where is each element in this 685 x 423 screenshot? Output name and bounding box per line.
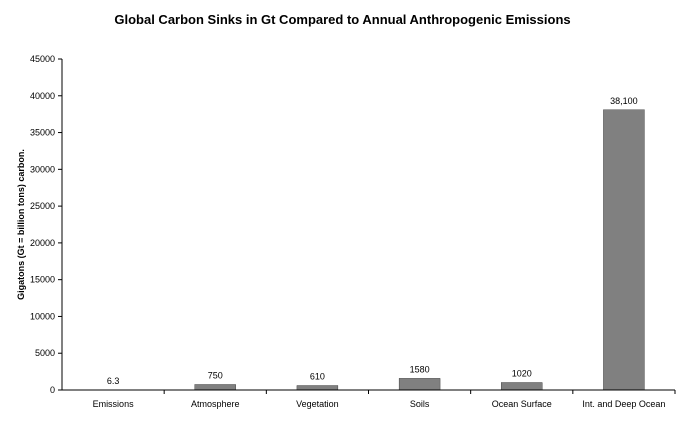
- x-tick-label: Int. and Deep Ocean: [582, 399, 665, 409]
- y-tick-label: 35000: [30, 128, 55, 138]
- bar: [398, 378, 441, 391]
- data-labels: 6.3 750 610 1580 1020 38,100: [107, 96, 638, 386]
- y-tick-label: 15000: [30, 275, 55, 285]
- y-tick-label: 0: [50, 385, 55, 395]
- y-axis-ticks: 0 5000 10000 15000 20000 25000 30000 35000 40000…: [30, 54, 62, 395]
- chart-title: Global Carbon Sinks in Gt Compared to An…: [114, 12, 571, 27]
- x-axis-ticks: Emissions Atmosphere Vegetation Soils Ocean …: [93, 390, 676, 409]
- x-tick-label: Ocean Surface: [492, 399, 552, 409]
- x-tick-label: Emissions: [93, 399, 135, 409]
- bar: [501, 382, 543, 391]
- y-axis-label: Gigatons (Gt = billion tons) carbon.: [16, 149, 26, 300]
- x-tick-label: Vegetation: [296, 399, 339, 409]
- x-tick-label: Soils: [410, 399, 430, 409]
- y-tick-label: 30000: [30, 164, 55, 174]
- bar: [296, 385, 339, 391]
- bar: [194, 384, 236, 391]
- data-label: 610: [310, 372, 325, 382]
- y-tick-label: 5000: [35, 348, 55, 358]
- bar: [603, 109, 645, 391]
- data-label: 1020: [512, 368, 532, 378]
- data-label: 6.3: [107, 376, 120, 386]
- y-tick-label: 20000: [30, 238, 55, 248]
- data-label: 1580: [410, 364, 430, 374]
- y-tick-label: 45000: [30, 54, 55, 64]
- data-label: 38,100: [610, 96, 638, 106]
- x-tick-label: Atmosphere: [191, 399, 240, 409]
- data-label: 750: [208, 370, 223, 380]
- bars: [92, 109, 645, 391]
- y-tick-label: 10000: [30, 311, 55, 321]
- y-tick-label: 25000: [30, 201, 55, 211]
- y-tick-label: 40000: [30, 91, 55, 101]
